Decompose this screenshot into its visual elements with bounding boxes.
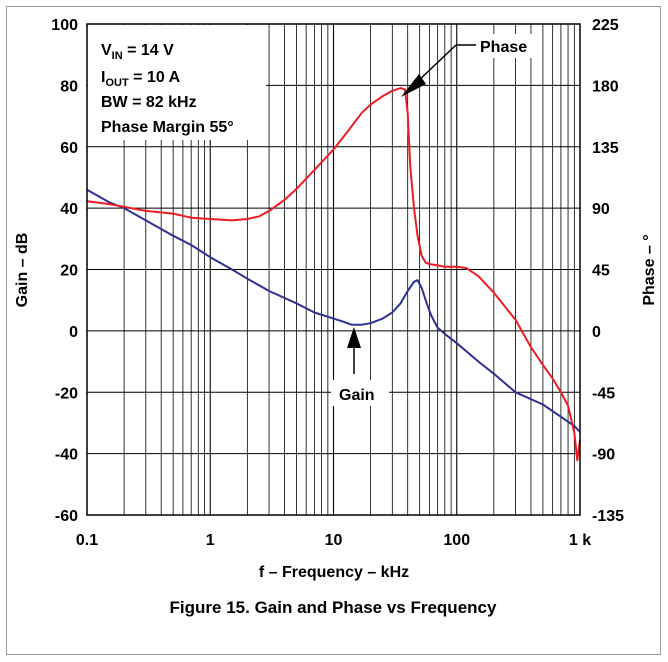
x-tick-labels: 0.1 1 10 100 1 k xyxy=(76,532,591,549)
y-left-tick-label: 0 xyxy=(69,324,78,341)
right-tick-labels: 225 180 135 90 45 0 -45 -90 -135 xyxy=(592,17,624,525)
y-right-tick-label: 45 xyxy=(592,263,610,280)
y-axis-left-title: Gain – dB xyxy=(14,233,31,308)
y-left-tick-label: 80 xyxy=(60,78,78,95)
x-tick-label: 1 k xyxy=(569,532,591,549)
phase-label: Phase xyxy=(480,39,527,56)
x-axis-title: f – Frequency – kHz xyxy=(259,564,409,581)
left-tick-labels: 100 80 60 40 20 0 -20 -40 -60 xyxy=(51,17,78,525)
x-tick-label: 10 xyxy=(325,532,343,549)
x-tick-label: 100 xyxy=(443,532,470,549)
y-right-tick-label: 225 xyxy=(592,17,619,34)
y-left-tick-label: -40 xyxy=(55,447,78,464)
y-left-tick-label: 100 xyxy=(51,17,78,34)
y-axis-right-title: Phase – ° xyxy=(641,234,658,305)
y-right-tick-label: -135 xyxy=(592,508,624,525)
y-left-tick-label: 60 xyxy=(60,140,78,157)
phase-margin-annotation: Phase Margin 55° xyxy=(101,119,234,136)
y-left-tick-label: 40 xyxy=(60,201,78,218)
bw-annotation: BW = 82 kHz xyxy=(101,94,197,111)
y-right-tick-label: -90 xyxy=(592,447,615,464)
x-tick-label: 1 xyxy=(206,532,215,549)
y-right-tick-label: 90 xyxy=(592,201,610,218)
figure-caption: Figure 15. Gain and Phase vs Frequency xyxy=(170,598,497,617)
y-left-tick-label: 20 xyxy=(60,263,78,280)
y-right-tick-label: -45 xyxy=(592,385,615,402)
y-right-tick-label: 180 xyxy=(592,78,619,95)
y-right-tick-label: 135 xyxy=(592,140,619,157)
x-tick-label: 0.1 xyxy=(76,532,98,549)
y-left-tick-label: -60 xyxy=(55,508,78,525)
y-right-tick-label: 0 xyxy=(592,324,601,341)
y-left-tick-label: -20 xyxy=(55,385,78,402)
gain-label: Gain xyxy=(339,387,375,404)
